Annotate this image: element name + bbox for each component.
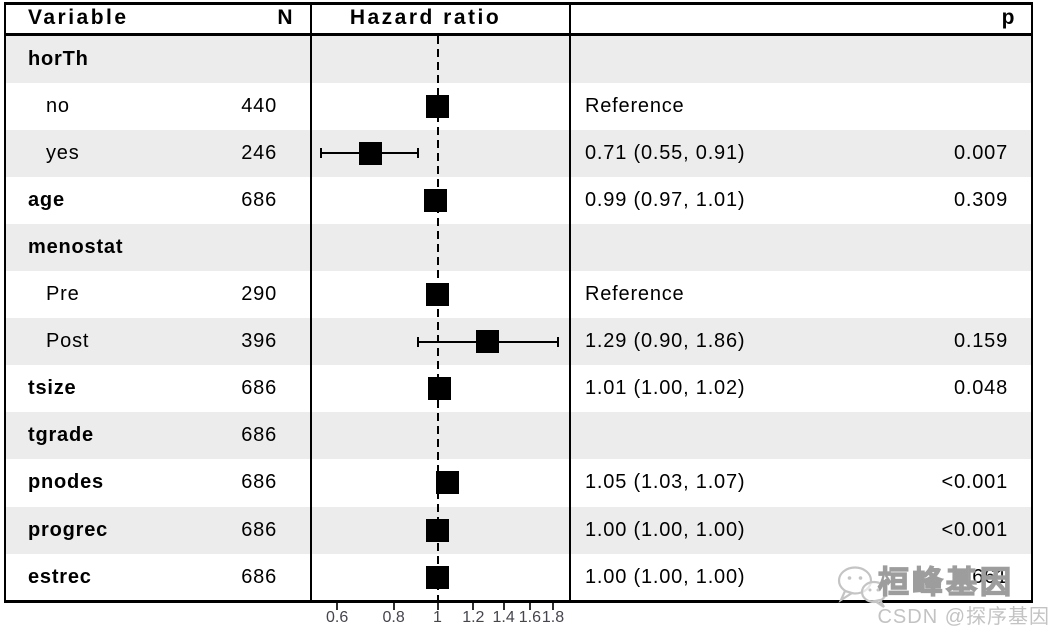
hazard-ratio-marker <box>424 188 448 212</box>
hazard-ratio-marker <box>426 565 449 589</box>
hazard-ratio-marker <box>476 330 500 354</box>
row-n-value: 686 <box>241 565 277 588</box>
reference-line <box>436 36 439 600</box>
table-row <box>6 35 1031 83</box>
table-border-top <box>4 2 1033 5</box>
row-n-value: 686 <box>241 424 277 447</box>
hazard-ratio-marker <box>435 471 459 495</box>
watermark-credit-text: CSDN @探序基因 <box>877 606 1050 628</box>
axis-tick <box>528 603 531 610</box>
row-p-value: 0.007 <box>953 141 1008 164</box>
row-estimate-value: 1.01 (1.00, 1.02) <box>585 377 746 400</box>
axis-tick-label: 1.6 <box>518 609 541 626</box>
hazard-ratio-marker <box>426 283 449 307</box>
row-n-value: 246 <box>241 141 277 164</box>
axis-tick <box>502 603 505 610</box>
hazard-ratio-marker <box>427 377 451 401</box>
column-header-variable: Variable <box>28 6 129 29</box>
row-estimate-value: 1.05 (1.03, 1.07) <box>585 471 746 494</box>
table-border-right <box>1031 2 1033 603</box>
column-header-p: p <box>1001 6 1017 29</box>
table-row <box>6 223 1031 271</box>
row-variable-label: pnodes <box>28 471 104 494</box>
row-variable-label: Post <box>46 330 90 353</box>
column-divider-n-plot <box>310 2 312 603</box>
axis-tick-label: 0.6 <box>325 609 349 626</box>
table-row <box>6 129 1031 177</box>
row-variable-label: estrec <box>28 565 92 588</box>
row-variable-label: progrec <box>28 518 109 541</box>
row-variable-label: tgrade <box>28 424 94 447</box>
table-border-bottom <box>4 600 1033 603</box>
table-row <box>6 412 1031 460</box>
header-separator <box>4 33 1033 36</box>
ci-whisker-cap-right <box>557 336 560 347</box>
row-n-value: 686 <box>241 377 277 400</box>
row-n-value: 686 <box>241 518 277 541</box>
row-p-value: 0.048 <box>953 377 1008 400</box>
row-estimate-value: Reference <box>585 283 685 305</box>
axis-tick <box>472 603 475 610</box>
row-n-value: 290 <box>241 283 277 305</box>
row-estimate-value: 0.99 (0.97, 1.01) <box>585 188 746 211</box>
hazard-ratio-marker <box>426 94 449 118</box>
hazard-ratio-marker <box>426 518 449 542</box>
row-p-value: <0.001 <box>941 518 1008 541</box>
axis-tick-label: 0.8 <box>382 609 405 626</box>
row-variable-label: tsize <box>28 377 77 400</box>
table-row <box>6 271 1031 318</box>
axis-tick-label: 1.4 <box>492 609 515 626</box>
column-header-hazard-ratio: Hazard ratio <box>349 6 502 29</box>
row-variable-label: Pre <box>46 283 80 305</box>
row-p-value: 0.309 <box>953 188 1008 211</box>
table-border-left <box>4 2 6 603</box>
row-n-value: 396 <box>241 330 277 353</box>
row-p-value: 0.661 <box>953 565 1008 588</box>
column-divider-plot-estimate <box>569 2 571 603</box>
row-variable-label: no <box>46 94 70 117</box>
axis-tick <box>552 603 554 610</box>
row-variable-label: horTh <box>28 47 89 70</box>
table-row <box>6 506 1031 554</box>
row-n-value: 440 <box>241 94 277 117</box>
axis-tick <box>436 603 439 610</box>
row-estimate-value: 1.00 (1.00, 1.00) <box>585 518 746 541</box>
column-header-n: N <box>277 6 295 29</box>
row-p-value: 0.159 <box>953 330 1008 353</box>
row-variable-label: age <box>28 188 65 211</box>
axis-tick <box>392 603 395 610</box>
hazard-ratio-marker <box>358 141 382 165</box>
axis-tick-label: 1.8 <box>541 609 565 626</box>
row-estimate-value: 1.29 (0.90, 1.86) <box>585 330 746 353</box>
row-n-value: 686 <box>241 471 277 494</box>
ci-whisker-cap-right <box>416 148 419 159</box>
row-estimate-value: 1.00 (1.00, 1.00) <box>585 565 746 588</box>
row-variable-label: yes <box>46 141 80 164</box>
axis-tick-label: 1 <box>433 609 442 626</box>
row-n-value: 686 <box>241 188 277 211</box>
row-p-value: <0.001 <box>941 471 1008 494</box>
row-variable-label: menostat <box>28 235 124 258</box>
row-estimate-value: 0.71 (0.55, 0.91) <box>585 141 746 164</box>
table-row <box>6 83 1031 130</box>
ci-whisker-cap-left <box>416 336 419 347</box>
row-estimate-value: Reference <box>585 94 685 117</box>
ci-whisker-cap-left <box>320 148 323 159</box>
axis-tick-label: 1.2 <box>462 609 485 626</box>
axis-tick <box>336 603 339 610</box>
